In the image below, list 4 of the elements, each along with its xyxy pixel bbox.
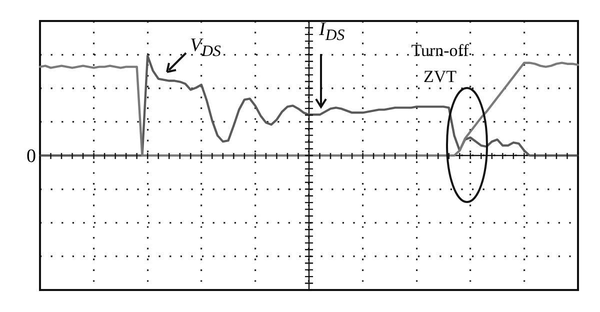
annotation: V$_{DS}$: [190, 35, 222, 62]
text: I$_{DS}$: [319, 19, 346, 46]
annotation: Turn-off ZVT: [410, 40, 470, 88]
text: 0: [26, 146, 36, 167]
